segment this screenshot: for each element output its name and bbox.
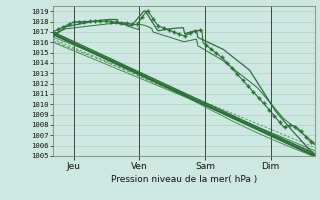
X-axis label: Pression niveau de la mer( hPa ): Pression niveau de la mer( hPa ) [111, 175, 257, 184]
